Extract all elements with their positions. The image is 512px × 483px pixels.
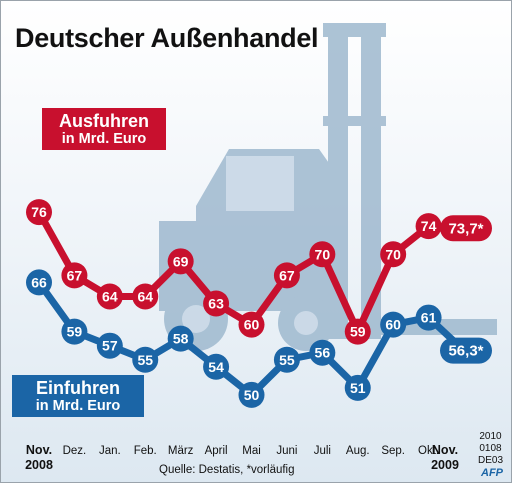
imports-point <box>238 381 265 408</box>
exports-data-label: 67 <box>279 267 295 283</box>
exports-data-label: 69 <box>173 253 189 269</box>
imports-data-label: 55 <box>137 352 153 368</box>
imports-data-label: 57 <box>102 338 118 354</box>
imports-point <box>380 311 407 338</box>
imports-point <box>61 318 88 345</box>
x-tick-label: Aug. <box>346 445 370 457</box>
graphic-code-line: DE03 <box>477 455 503 466</box>
imports-data-label: 66 <box>31 274 47 290</box>
imports-data-label: 56,3* <box>448 343 483 360</box>
imports-data-label: 58 <box>173 331 189 347</box>
graphic-code-line: 0108 <box>479 443 502 454</box>
imports-point <box>415 304 442 331</box>
exports-data-label: 70 <box>315 246 331 262</box>
agency-logo: AFP <box>481 467 503 479</box>
exports-data-label: 59 <box>350 324 366 340</box>
x-tick-label: Juni <box>276 445 297 457</box>
x-tick-label: Okt. <box>418 445 439 457</box>
imports-data-label: 59 <box>67 324 83 340</box>
x-tick-label: Mai <box>242 445 261 457</box>
imports-legend-box: Einfuhren in Mrd. Euro <box>12 375 144 418</box>
exports-point <box>61 262 88 289</box>
imports-data-label: 55 <box>279 352 295 368</box>
exports-point <box>309 241 336 268</box>
imports-point <box>309 339 336 366</box>
imports-legend-title: Einfuhren <box>36 378 120 398</box>
exports-legend-box: Ausfuhren in Mrd. Euro <box>42 108 166 151</box>
imports-data-label: 60 <box>385 317 401 333</box>
x-tick-label: Sep. <box>381 445 405 457</box>
exports-data-label: 64 <box>137 288 153 304</box>
exports-point <box>440 215 492 242</box>
x-tick-label: Feb. <box>134 445 157 457</box>
exports-point <box>238 311 265 338</box>
x-tick-label: Jan. <box>99 445 121 457</box>
exports-point <box>415 213 442 240</box>
imports-point <box>203 353 230 380</box>
imports-legend-unit: in Mrd. Euro <box>35 398 121 415</box>
x-tick-label: Nov. <box>26 443 52 457</box>
exports-point <box>344 318 371 345</box>
x-tick-label: 2008 <box>25 458 53 472</box>
exports-data-label: 73,7* <box>448 220 483 237</box>
exports-legend-title: Ausfuhren <box>59 111 149 131</box>
exports-point <box>26 199 52 226</box>
imports-point <box>132 346 159 373</box>
exports-legend-unit: in Mrd. Euro <box>61 131 147 148</box>
exports-point <box>203 290 230 317</box>
x-tick-label: Nov. <box>432 443 458 457</box>
x-tick-label: 2009 <box>431 458 459 472</box>
imports-data-label: 51 <box>350 380 366 396</box>
exports-point <box>273 262 300 289</box>
imports-point <box>440 337 492 364</box>
exports-point <box>132 283 159 310</box>
imports-point <box>273 346 300 373</box>
exports-data-label: 74 <box>421 218 437 234</box>
exports-data-label: 60 <box>244 317 260 333</box>
chart-title: Deutscher Außenhandel <box>15 23 319 53</box>
exports-point <box>167 248 194 275</box>
exports-data-label: 70 <box>385 246 401 262</box>
exports-point <box>380 241 407 268</box>
x-tick-label: Dez. <box>63 445 87 457</box>
source-note: Quelle: Destatis, *vorläufig <box>159 464 295 476</box>
graphic-code-line: 2010 <box>479 431 502 442</box>
imports-point <box>167 325 194 352</box>
imports-point <box>26 269 52 296</box>
exports-data-label: 64 <box>102 288 118 304</box>
x-tick-label: Juli <box>314 445 331 457</box>
imports-data-label: 61 <box>421 310 437 326</box>
graphic-code: 2010 0108 DE03 <box>478 431 503 467</box>
exports-data-label: 63 <box>208 296 224 312</box>
exports-point <box>96 283 123 310</box>
imports-data-label: 54 <box>208 359 224 375</box>
imports-data-label: 56 <box>315 345 331 361</box>
x-tick-label: März <box>168 445 194 457</box>
exports-data-label: 76 <box>31 204 47 220</box>
x-tick-label: April <box>205 445 228 457</box>
imports-point <box>96 332 123 359</box>
imports-point <box>344 374 371 401</box>
exports-data-label: 67 <box>67 267 83 283</box>
imports-data-label: 50 <box>244 387 260 403</box>
